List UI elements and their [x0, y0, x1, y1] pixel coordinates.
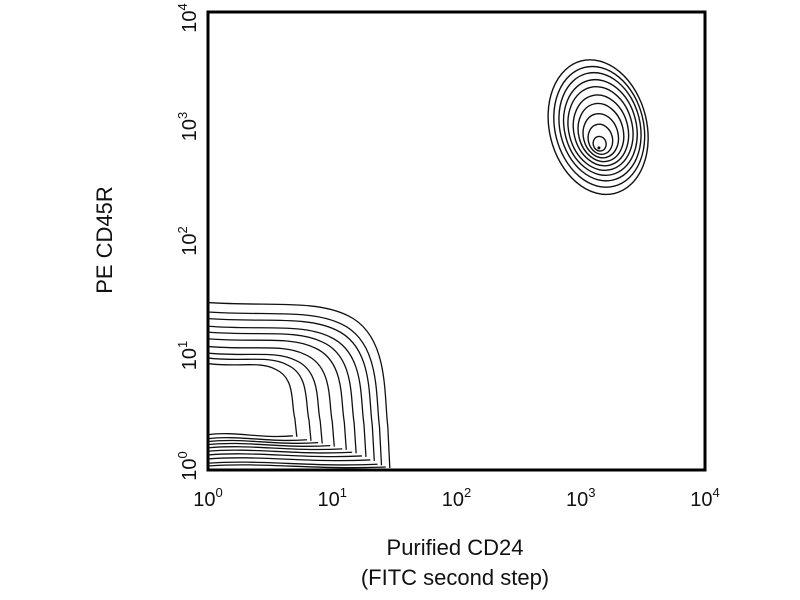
contour-line [553, 65, 646, 188]
contour-line [207, 362, 298, 438]
contour-line [207, 301, 391, 469]
contour-line [207, 357, 312, 442]
contour-line [207, 352, 323, 444]
contour-line [582, 113, 620, 159]
contour-line [547, 59, 649, 196]
y-tick-label: 100 [175, 451, 201, 480]
y-axis-ticks: 100 101 102 103 104 [175, 3, 201, 480]
contour-line [207, 331, 357, 454]
x-tick-label: 104 [690, 485, 719, 511]
x-tick-label: 101 [318, 485, 347, 511]
contour-line [207, 317, 375, 462]
contour-line [207, 338, 347, 451]
contour-line [587, 123, 614, 155]
contour-layer [207, 59, 649, 469]
x-tick-label: 102 [442, 485, 471, 511]
contour-line [558, 71, 642, 182]
x-axis-label-subtitle: (FITC second step) [361, 565, 549, 590]
contour-line [562, 78, 638, 176]
x-tick-label: 103 [566, 485, 595, 511]
contour-line [207, 311, 383, 466]
plot-frame [206, 10, 707, 472]
contour-line [572, 94, 630, 167]
y-axis-label: PE CD45R [92, 186, 117, 294]
x-axis-label: Purified CD24 [387, 535, 524, 560]
population-center [597, 146, 601, 150]
y-tick-label: 104 [175, 3, 201, 32]
y-tick-label: 103 [175, 112, 201, 141]
contour-line [567, 86, 634, 171]
x-tick-label: 100 [193, 485, 222, 511]
x-axis-ticks: 100 101 102 103 104 [193, 485, 719, 511]
y-tick-label: 101 [175, 341, 201, 370]
y-tick-label: 102 [175, 226, 201, 255]
contour-line [592, 135, 607, 152]
contour-line [207, 325, 367, 458]
contour-line [577, 102, 625, 163]
contour-line [207, 345, 335, 447]
